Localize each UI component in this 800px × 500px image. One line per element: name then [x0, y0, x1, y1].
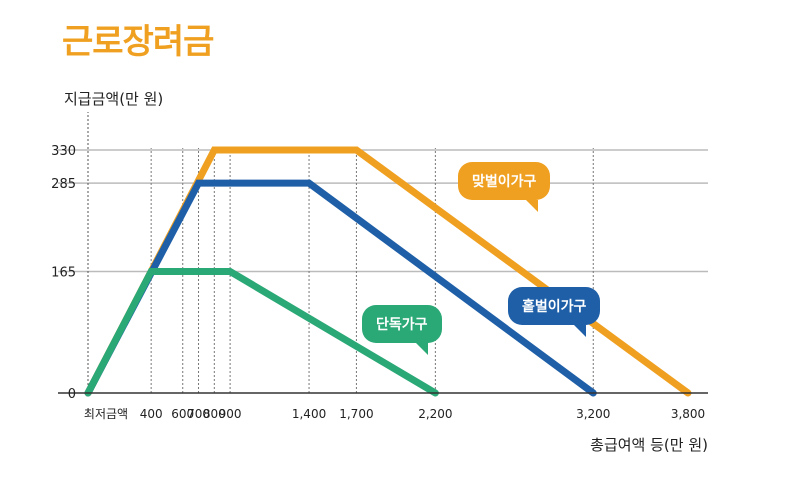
- x-axis-label: 총급여액 등(만 원): [590, 436, 708, 454]
- x-tick-label: 3,800: [671, 407, 705, 421]
- x-tick-label: 2,200: [418, 407, 452, 421]
- x-tick-label: 600: [171, 407, 194, 421]
- y-tick-label: 285: [51, 177, 76, 192]
- x-tick-label: 400: [140, 407, 163, 421]
- y-tick-label: 330: [51, 144, 76, 159]
- x-tick-label: 900: [219, 407, 242, 421]
- x-tick-label: 3,200: [576, 407, 610, 421]
- x-tick-label: 1,700: [339, 407, 373, 421]
- y-tick-label: 0: [68, 387, 76, 402]
- x-tick-label: 800: [203, 407, 226, 421]
- x-tick-label: 1,400: [292, 407, 326, 421]
- x-tick-label: 700: [187, 407, 210, 421]
- gridlines: [58, 112, 708, 393]
- series-line-2: [84, 268, 439, 397]
- y-tick-label: 165: [51, 266, 76, 281]
- x-tick-label: 최저금액: [84, 407, 128, 421]
- legend-bubble-single-earner: 홑벌이가구: [508, 287, 601, 337]
- series-lines: [84, 146, 692, 397]
- chart-title: 근로장려금: [62, 22, 214, 62]
- y-axis-label: 지급금액(만 원): [64, 90, 164, 108]
- legend-bubble-single-household: 단독가구: [362, 305, 442, 355]
- legend-bubble-dual-earner: 맞벌이가구: [458, 162, 551, 212]
